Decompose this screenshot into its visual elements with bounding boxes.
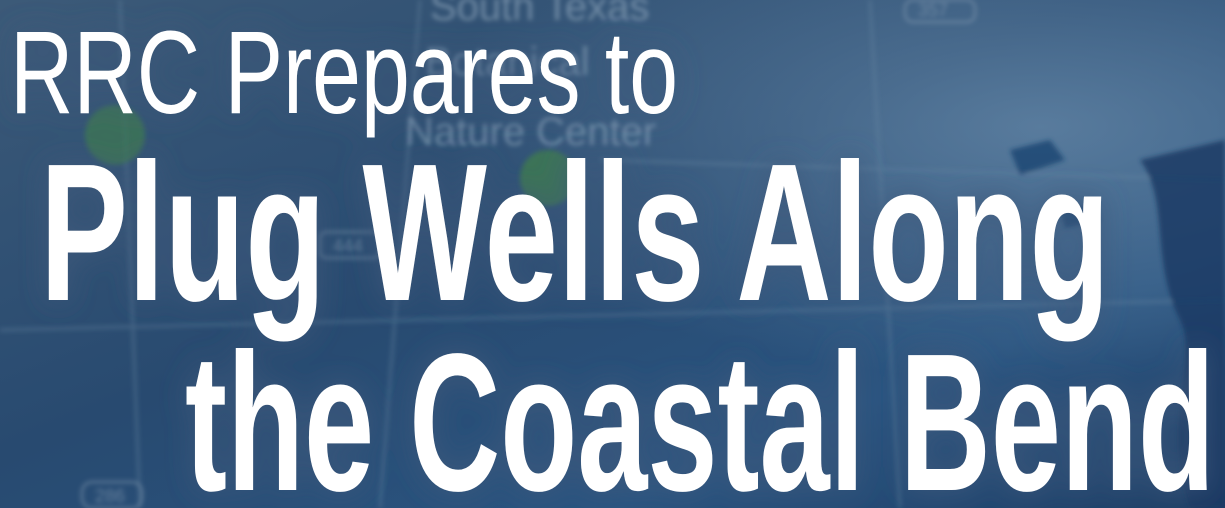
route-shield [904,0,976,23]
headline-line: RRC Prepares to [10,7,678,139]
water [1140,140,1225,508]
route-shield [81,481,143,508]
map-label: Nature Center [405,110,656,154]
route-number: 286 [95,486,125,506]
headline: RRC Prepares to Plug Wells Along the Coa… [10,7,1215,508]
headline-line: Plug Wells Along [40,123,1110,342]
route-number: 444 [333,236,363,256]
water [1010,140,1100,228]
headline-line: the Coastal Bend [185,313,1215,508]
map-pin [520,150,576,206]
map-pin [85,105,145,165]
map-label: Botanical [425,40,590,84]
route-shield [319,231,381,259]
map-label: South Texas [430,0,649,29]
route-number: 357 [918,0,948,20]
